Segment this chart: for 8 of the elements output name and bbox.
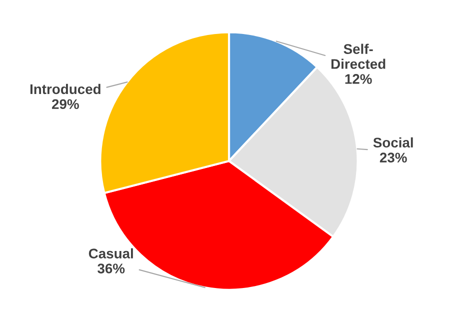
- data-label: 23%: [380, 152, 407, 163]
- data-label: 29%: [52, 99, 79, 110]
- slice-label: Social: [373, 137, 413, 148]
- slice-label: Casual: [88, 248, 133, 258]
- data-label: 12%: [345, 74, 372, 84]
- data-label: 36%: [98, 264, 125, 274]
- slice-label: Introduced: [30, 84, 100, 94]
- slice-label: Self-Directed: [331, 44, 386, 69]
